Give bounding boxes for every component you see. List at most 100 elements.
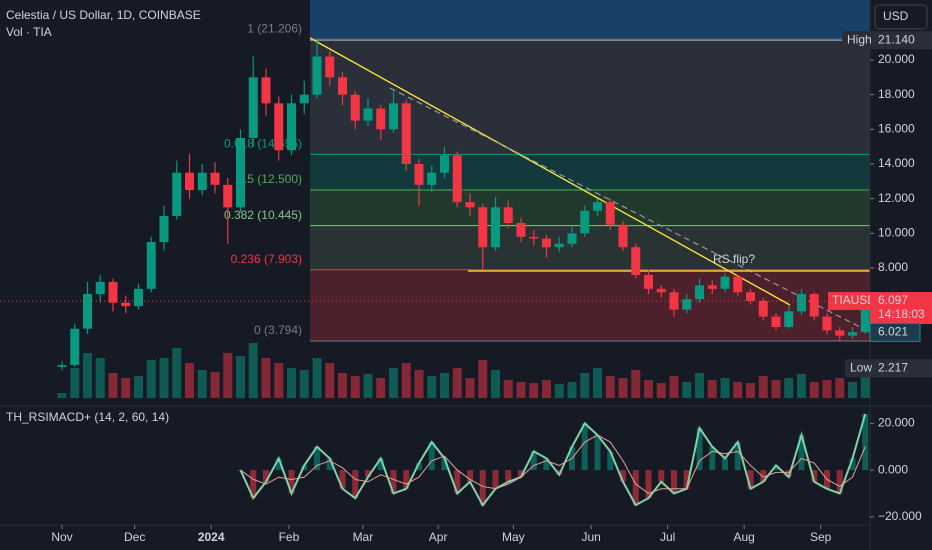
candle-body	[223, 184, 233, 208]
volume-label: Vol · TIA	[6, 25, 52, 39]
volume-bar	[567, 382, 577, 398]
candle-body	[707, 285, 717, 289]
osc-bar	[467, 470, 473, 482]
candle-body	[605, 202, 615, 225]
signal-line	[240, 434, 866, 495]
volume-bar	[465, 378, 475, 398]
osc-bar	[390, 470, 397, 494]
fib-zone	[310, 154, 870, 191]
candle-body	[542, 238, 551, 248]
fib-zone	[310, 269, 870, 341]
volume-bar	[210, 372, 220, 398]
currency-button[interactable]	[874, 4, 928, 30]
volume-bar	[401, 363, 411, 398]
high-value: 21.140	[878, 32, 915, 46]
low-box	[845, 359, 932, 378]
volume-bar	[797, 374, 806, 398]
fib-label: 0.5 (12.500)	[237, 172, 302, 186]
chart-title: Celestia / US Dollar, 1D, COINBASE	[6, 8, 201, 22]
volume-bar	[452, 368, 462, 398]
osc-bar	[428, 442, 435, 471]
fib-label: 0.382 (10.445)	[224, 208, 302, 222]
volume-bar	[771, 380, 781, 398]
osc-bar	[671, 470, 677, 494]
volume-bar	[172, 348, 182, 398]
y-tick-label: 16.000	[878, 122, 915, 136]
osc-bar	[352, 470, 359, 499]
trend-line	[309, 37, 791, 306]
volume-bar	[287, 368, 296, 398]
osc-bar	[722, 458, 728, 471]
symbol-box	[828, 292, 870, 311]
osc-bar	[849, 458, 856, 471]
volume-bar	[695, 373, 704, 398]
x-tick-label: Aug	[733, 530, 754, 544]
osc-bar	[288, 470, 295, 494]
osc-bar	[479, 470, 486, 506]
osc-bar	[747, 470, 754, 489]
candle-body	[758, 300, 768, 317]
candle-body	[848, 332, 857, 336]
x-tick-label: 2024	[198, 530, 225, 544]
osc-bar	[607, 451, 614, 471]
candle-body	[401, 103, 411, 165]
volume-bar	[440, 373, 449, 398]
prev-price-label: 6.021	[878, 325, 908, 339]
candle-body	[491, 207, 500, 248]
osc-bar	[811, 470, 818, 482]
volume-bar	[197, 370, 207, 398]
volume-bar	[299, 370, 309, 398]
volume-bar	[784, 378, 794, 398]
candle-body	[822, 316, 832, 331]
candle-body	[338, 77, 347, 95]
osc-bar	[250, 470, 257, 499]
candle-body	[350, 94, 360, 121]
volume-bar	[185, 363, 194, 398]
candle-body	[363, 108, 373, 121]
osc-bar	[275, 458, 282, 471]
candle-body	[197, 172, 207, 191]
osc-bar	[594, 435, 601, 471]
candle-body	[503, 207, 513, 223]
volume-bar	[312, 358, 322, 398]
osc-bar	[645, 470, 652, 499]
volume-bar	[325, 363, 335, 398]
volume-bar	[248, 343, 258, 398]
y-tick-label: 18.000	[878, 87, 915, 101]
candle-body	[695, 285, 704, 300]
osc-bar	[785, 470, 792, 478]
y-tick-label: 12.000	[878, 191, 915, 205]
fib-label: 0 (3.794)	[254, 323, 302, 337]
candle-body	[389, 103, 398, 130]
osc-bar	[314, 446, 320, 471]
osc-bar	[492, 470, 499, 489]
x-tick-label: Sep	[810, 530, 832, 544]
osc-bar	[773, 465, 779, 471]
candle-body	[580, 210, 590, 234]
high-box	[842, 31, 932, 50]
volume-bar	[746, 383, 755, 398]
x-tick-label: Jul	[660, 530, 675, 544]
candle-body	[70, 328, 80, 366]
candle-body	[236, 138, 245, 208]
volume-bar	[83, 353, 92, 398]
volume-bar	[389, 368, 398, 398]
candle-body	[478, 207, 488, 248]
volume-bar	[848, 382, 857, 398]
volume-bar	[121, 378, 131, 398]
x-tick-label: Dec	[124, 530, 145, 544]
volume-bar	[350, 376, 360, 398]
candle-body	[210, 172, 220, 185]
volume-bar	[95, 358, 105, 398]
candle-body	[631, 247, 641, 275]
candle-body	[733, 276, 743, 293]
osc-bar	[543, 458, 550, 471]
countdown-label: 14:18:03	[878, 307, 925, 321]
candle-body	[797, 294, 806, 312]
candle-body	[83, 294, 92, 329]
candle-body	[287, 103, 296, 151]
osc-bar	[836, 470, 843, 494]
currency[interactable]: USD	[883, 9, 909, 23]
